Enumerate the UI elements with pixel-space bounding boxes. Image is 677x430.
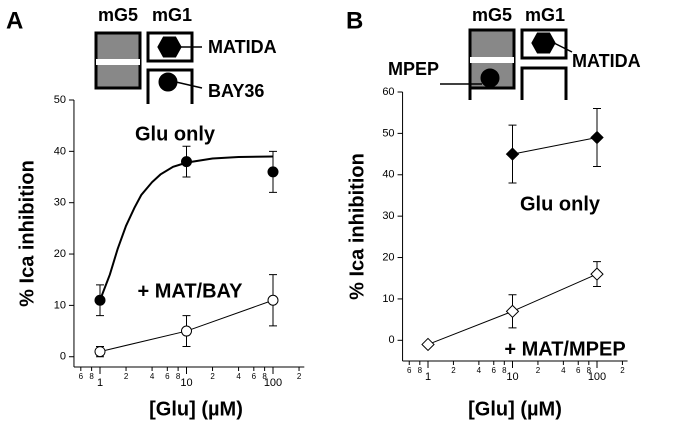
- y-tick-label: 0: [388, 334, 394, 346]
- x-tick-label: 2: [536, 366, 541, 375]
- panel-letter: A: [6, 7, 23, 34]
- x-axis-label: [Glu] (µM): [468, 398, 562, 420]
- drug-label: MPEP: [388, 59, 439, 79]
- x-axis-label: [Glu] (µM): [149, 398, 243, 420]
- x-tick-label: 4: [150, 372, 155, 381]
- series-label: Glu only: [520, 193, 601, 215]
- y-tick-label: 10: [382, 293, 394, 305]
- marker: [94, 346, 106, 358]
- panel-letter: B: [346, 7, 363, 34]
- marker: [590, 267, 604, 281]
- x-tick-label: 10: [180, 377, 192, 389]
- y-tick-label: 30: [54, 197, 66, 209]
- y-tick-label: 60: [382, 86, 394, 98]
- y-tick-label: 0: [60, 351, 66, 363]
- x-tick-label: 1: [97, 377, 103, 389]
- marker: [590, 130, 604, 145]
- x-tick-label: 6: [79, 372, 84, 381]
- x-tick-label: 1: [425, 371, 431, 383]
- x-tick-label: 8: [176, 372, 181, 381]
- x-tick-label: 4: [561, 366, 566, 375]
- x-tick-label: 100: [264, 377, 282, 389]
- x-tick-label: 6: [252, 372, 257, 381]
- marker: [505, 147, 520, 161]
- x-tick-label: 4: [477, 366, 482, 375]
- drug-label: MATIDA: [572, 51, 641, 71]
- series-line: [512, 137, 598, 155]
- y-axis-label: % Ica inhibition: [346, 153, 368, 300]
- series-label: Glu only: [135, 123, 216, 145]
- marker: [267, 166, 279, 178]
- marker: [421, 337, 435, 352]
- marker: [181, 325, 192, 337]
- x-tick-label: 2: [297, 372, 302, 381]
- x-tick-label: 8: [418, 366, 423, 375]
- x-tick-label: 6: [492, 366, 497, 375]
- y-tick-label: 50: [54, 94, 66, 106]
- marker: [267, 294, 279, 306]
- schematic-b: [440, 28, 573, 100]
- x-tick-label: 2: [124, 372, 129, 381]
- x-tick-label: 100: [588, 371, 606, 383]
- receptor-label: mG1: [525, 5, 565, 25]
- x-tick-label: 8: [587, 366, 592, 375]
- x-tick-label: 4: [236, 372, 241, 381]
- marker: [181, 156, 192, 168]
- y-tick-label: 40: [382, 169, 394, 181]
- y-axis-label: % Ica inhibition: [16, 160, 38, 307]
- fit-curve: [99, 155, 274, 301]
- x-tick-label: 6: [165, 372, 170, 381]
- y-tick-label: 40: [54, 145, 66, 157]
- drug-label: MATIDA: [208, 37, 277, 57]
- receptor-label: mG1: [152, 5, 192, 25]
- y-tick-label: 30: [382, 210, 394, 222]
- y-tick-label: 50: [382, 127, 394, 139]
- y-tick-label: 10: [54, 299, 66, 311]
- x-tick-label: 8: [262, 372, 267, 381]
- receptor-label: mG5: [98, 5, 138, 25]
- drug-label: BAY36: [208, 81, 264, 101]
- y-tick-label: 20: [54, 248, 66, 260]
- x-tick-label: 6: [576, 366, 581, 375]
- series-label: + MAT/BAY: [137, 280, 243, 302]
- x-tick-label: 8: [502, 366, 507, 375]
- x-tick-label: 6: [407, 366, 412, 375]
- receptor-label: mG5: [472, 5, 512, 25]
- x-tick-label: 10: [506, 371, 518, 383]
- marker: [505, 304, 520, 319]
- y-tick-label: 20: [382, 251, 394, 263]
- x-tick-label: 2: [210, 372, 215, 381]
- series-label: + MAT/MPEP: [504, 338, 625, 360]
- x-tick-label: 2: [620, 366, 625, 375]
- schematic-a: [94, 31, 203, 104]
- x-tick-label: 8: [89, 372, 94, 381]
- marker: [94, 294, 106, 306]
- x-tick-label: 2: [451, 366, 456, 375]
